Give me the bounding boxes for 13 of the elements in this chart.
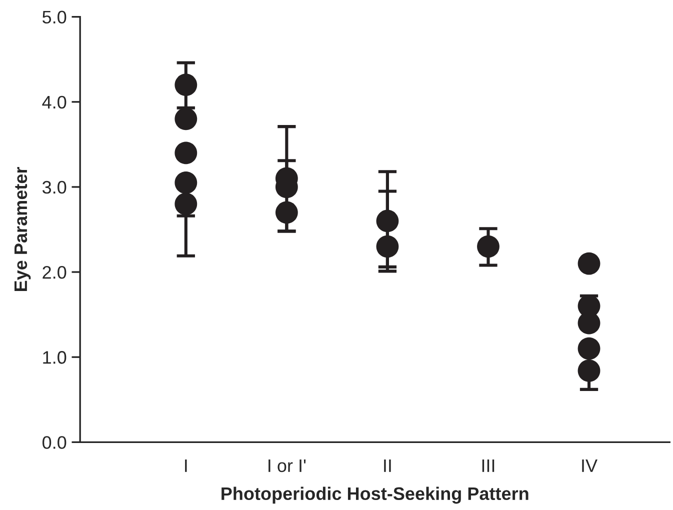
y-axis-title: Eye Parameter [14, 167, 31, 292]
x-tick-label: I or I' [268, 460, 306, 472]
y-tick-label: 1.0 [43, 351, 66, 364]
y-tick-label: 4.0 [42, 96, 66, 109]
y-tick-label: 0.0 [42, 436, 66, 449]
y-tick-label: 3.0 [42, 180, 66, 194]
x-axis-title: Photoperiodic Host-Seeking Pattern [222, 486, 528, 504]
y-tick-label: 5.0 [42, 10, 66, 24]
x-tick-label: III [482, 460, 494, 472]
x-tick-label: I [185, 460, 187, 472]
y-tick-label: 2.0 [42, 266, 66, 279]
x-tick-label: II [384, 460, 391, 472]
x-tick-label: IV [582, 460, 598, 472]
